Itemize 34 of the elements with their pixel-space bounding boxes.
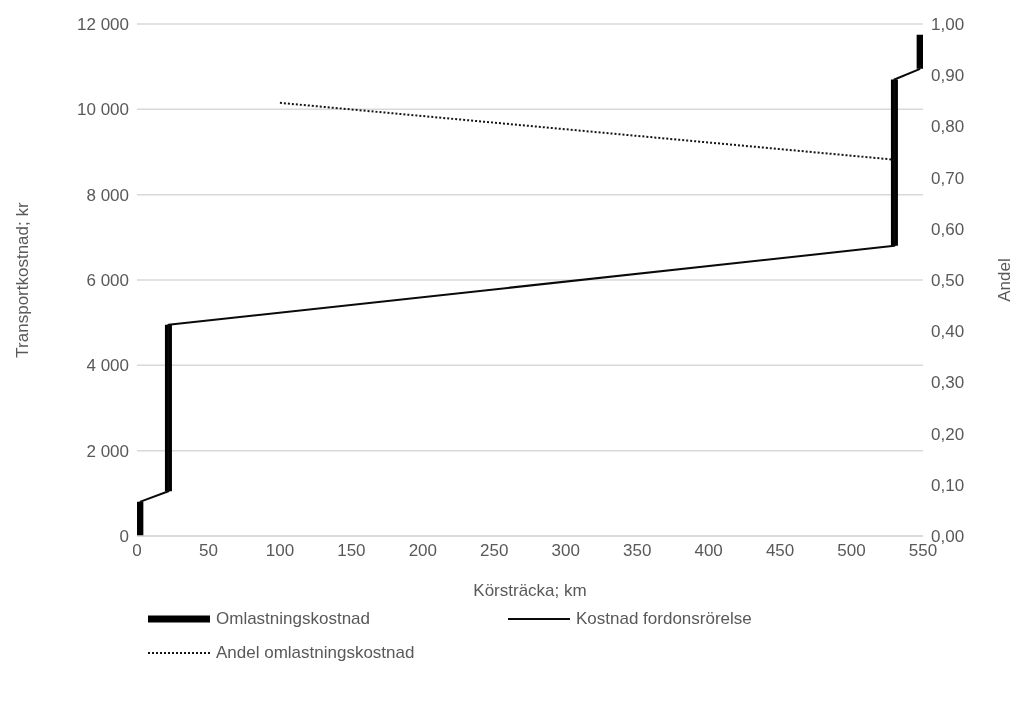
y-tick-label: 10 000 (77, 100, 129, 120)
x-tick-label: 150 (337, 541, 366, 561)
x-tick-label: 50 (198, 541, 218, 561)
legend-label: Kostnad fordonsrörelse (576, 609, 752, 629)
legend-label: Andel omlastningskostnad (216, 643, 415, 663)
x-tick-label: 350 (622, 541, 652, 561)
y2-tick-label: 0,80 (931, 117, 965, 137)
y2-tick-label: 1,00 (931, 15, 965, 35)
y2-tick-label: 0,90 (931, 66, 965, 86)
y-tick-label: 6 000 (86, 271, 129, 291)
x-tick-label: 100 (265, 541, 295, 561)
y2-tick-label: 0,20 (931, 424, 965, 444)
x-tick-label: 0 (132, 541, 142, 561)
y2-tick-label: 0,10 (931, 475, 965, 495)
y-tick-label: 12 000 (77, 15, 129, 35)
y-tick-label: 8 000 (86, 185, 129, 205)
y-tick-label: 0 (119, 527, 129, 547)
legend-label: Omlastningskostnad (216, 609, 371, 629)
y2-tick-label: 0,70 (931, 168, 965, 188)
x-tick-label: 200 (408, 541, 438, 561)
x-tick-label: 250 (480, 541, 509, 561)
x-tick-label: 450 (765, 541, 795, 561)
x-tick-label: 400 (694, 541, 723, 561)
x-tick-label: 500 (837, 541, 866, 561)
y2-tick-label: 0,30 (931, 373, 965, 393)
y-tick-label: 4 000 (86, 356, 129, 376)
y-axis-title: Transportkostnad; kr (12, 202, 32, 358)
x-tick-label: 300 (551, 541, 580, 561)
y2-tick-label: 0,50 (931, 271, 965, 291)
y2-axis-title: Andel (994, 258, 1014, 302)
y2-tick-label: 0,40 (931, 322, 965, 342)
x-axis-title: Körsträcka; km (473, 581, 587, 600)
y2-tick-label: 0,60 (931, 219, 965, 239)
y-tick-label: 2 000 (86, 441, 129, 461)
